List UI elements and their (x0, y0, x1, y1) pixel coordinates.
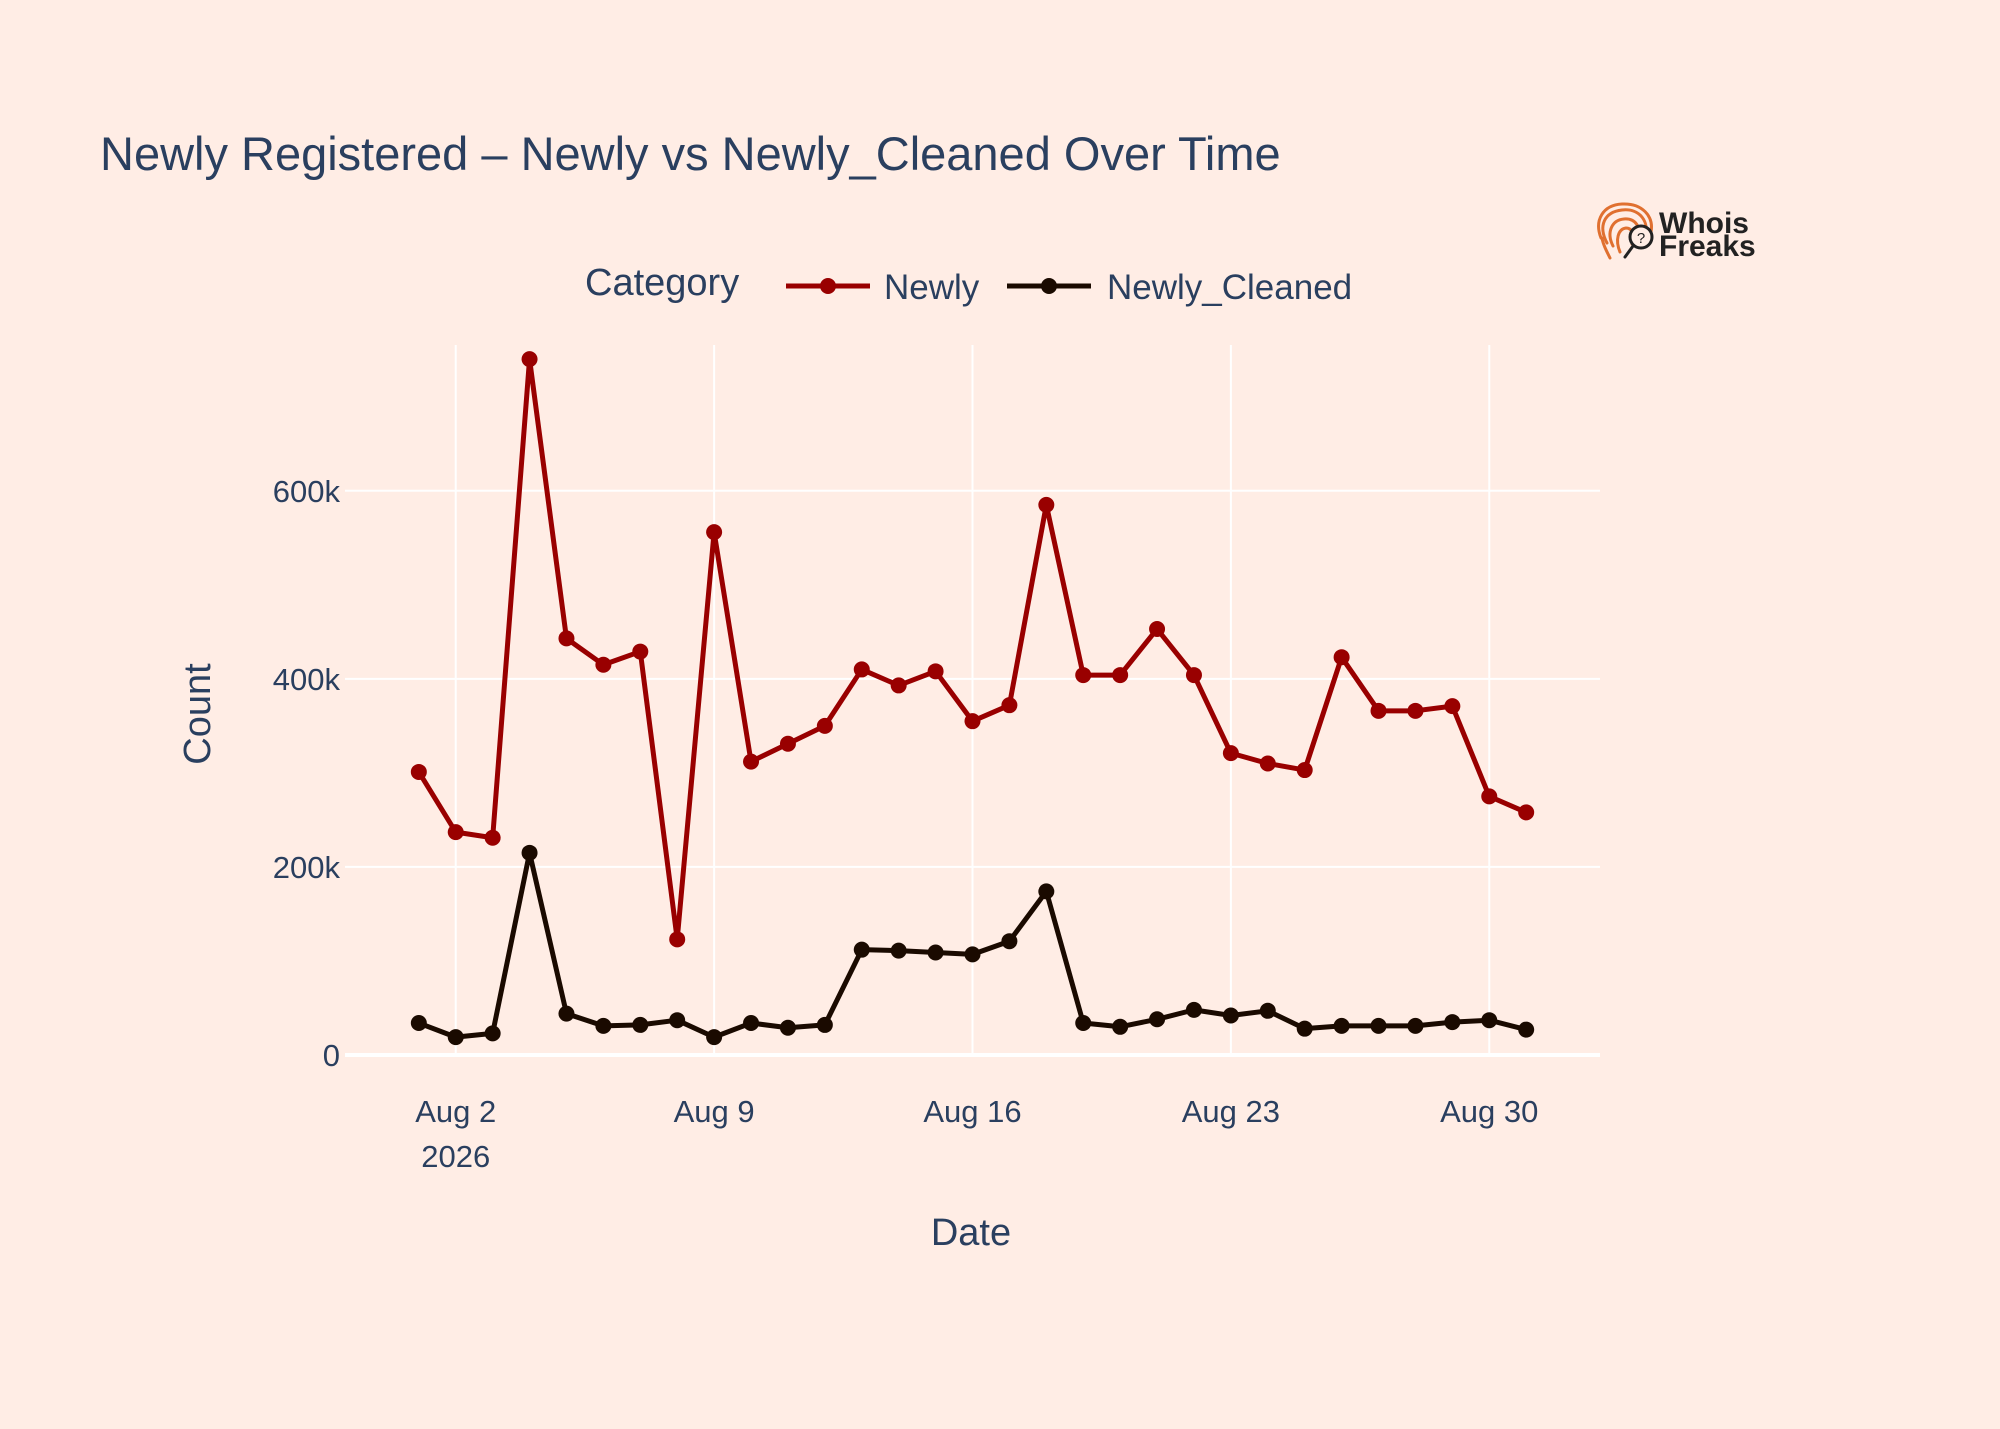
data-point-newly-cleaned[interactable] (706, 1029, 723, 1046)
data-point-newly[interactable] (1001, 697, 1018, 714)
data-point-newly-cleaned[interactable] (890, 942, 907, 959)
logo-line-1: Whois (1659, 207, 1749, 240)
data-point-newly[interactable] (927, 663, 944, 680)
x-tick-label: Aug 16 (923, 1094, 1021, 1129)
data-point-newly-cleaned[interactable] (1407, 1017, 1424, 1034)
data-point-newly-cleaned[interactable] (595, 1017, 612, 1034)
data-point-newly[interactable] (1259, 755, 1276, 772)
x-axis-title: Date (931, 1212, 1011, 1254)
x-tick-label: Aug 23 (1182, 1094, 1280, 1129)
data-point-newly-cleaned[interactable] (1001, 933, 1018, 950)
legend-marker-newly-cleaned (1041, 278, 1057, 294)
data-point-newly[interactable] (964, 713, 981, 730)
data-point-newly-cleaned[interactable] (669, 1012, 686, 1029)
logo-line-2: Freaks (1659, 230, 1756, 263)
data-point-newly[interactable] (1185, 667, 1202, 684)
y-tick-label: 200k (273, 850, 341, 885)
data-point-newly[interactable] (1481, 788, 1498, 805)
data-point-newly[interactable] (1038, 496, 1055, 513)
data-point-newly-cleaned[interactable] (484, 1025, 501, 1042)
data-point-newly-cleaned[interactable] (853, 941, 870, 958)
data-point-newly-cleaned[interactable] (816, 1016, 833, 1033)
x-axis-ticks: Aug 2 2026 Aug 9 Aug 16 Aug 23 Aug 30 (415, 1094, 1538, 1174)
data-point-newly[interactable] (410, 763, 427, 780)
legend-label-newly-cleaned: Newly_Cleaned (1107, 268, 1352, 307)
data-point-newly-cleaned[interactable] (1370, 1017, 1387, 1034)
chart-title: Newly Registered – Newly vs Newly_Cleane… (100, 127, 1281, 180)
legend-label-newly: Newly (884, 268, 980, 307)
data-point-newly-cleaned[interactable] (1038, 883, 1055, 900)
data-point-newly-cleaned[interactable] (447, 1029, 464, 1046)
data-point-newly[interactable] (1222, 745, 1239, 762)
legend-item-newly[interactable]: Newly (786, 268, 980, 307)
data-point-newly[interactable] (1444, 698, 1461, 715)
x-tick-sublabel: 2026 (421, 1139, 490, 1174)
data-point-newly-cleaned[interactable] (743, 1015, 760, 1032)
x-tick-label: Aug 2 (415, 1094, 496, 1129)
gridlines (345, 345, 1600, 1057)
data-point-newly[interactable] (447, 824, 464, 841)
data-point-newly[interactable] (1075, 667, 1092, 684)
data-point-newly[interactable] (1370, 702, 1387, 719)
data-point-newly[interactable] (1518, 804, 1535, 821)
data-point-newly-cleaned[interactable] (1444, 1014, 1461, 1031)
data-point-newly-cleaned[interactable] (1112, 1018, 1129, 1035)
data-point-newly-cleaned[interactable] (410, 1015, 427, 1032)
data-point-newly[interactable] (1149, 621, 1166, 637)
data-point-newly-cleaned[interactable] (1333, 1017, 1350, 1034)
data-point-newly[interactable] (521, 351, 538, 368)
data-point-newly-cleaned[interactable] (1296, 1020, 1313, 1037)
data-point-newly-cleaned[interactable] (1518, 1021, 1535, 1038)
data-point-newly-cleaned[interactable] (632, 1016, 649, 1033)
legend[interactable]: Category Newly Newly_Cleaned (585, 262, 1352, 307)
data-point-newly[interactable] (484, 829, 501, 846)
data-point-newly[interactable] (743, 753, 760, 770)
data-point-newly-cleaned[interactable] (1185, 1001, 1202, 1018)
data-point-newly[interactable] (595, 656, 612, 673)
legend-marker-newly (820, 278, 836, 294)
data-point-newly[interactable] (1296, 762, 1313, 779)
data-point-newly[interactable] (816, 717, 833, 734)
data-point-newly-cleaned[interactable] (521, 844, 538, 861)
data-point-newly[interactable] (853, 661, 870, 678)
data-point-newly-cleaned[interactable] (1259, 1002, 1276, 1019)
fingerprint-search-icon: ? (1597, 202, 1654, 260)
data-point-newly[interactable] (632, 643, 649, 660)
y-tick-label: 0 (323, 1038, 340, 1073)
data-point-newly-cleaned[interactable] (1075, 1015, 1092, 1032)
data-point-newly-cleaned[interactable] (779, 1019, 796, 1036)
x-tick-label: Aug 30 (1440, 1094, 1538, 1129)
data-point-newly[interactable] (669, 931, 686, 948)
data-point-newly[interactable] (1112, 667, 1129, 684)
data-point-newly-cleaned[interactable] (964, 946, 981, 963)
svg-text:?: ? (1637, 230, 1645, 247)
legend-item-newly-cleaned[interactable]: Newly_Cleaned (1007, 268, 1352, 307)
data-point-newly-cleaned[interactable] (1149, 1011, 1166, 1028)
data-point-newly-cleaned[interactable] (927, 944, 944, 961)
data-point-newly[interactable] (558, 630, 575, 647)
data-point-newly-cleaned[interactable] (558, 1005, 575, 1022)
data-point-newly[interactable] (890, 677, 907, 694)
data-point-newly[interactable] (779, 735, 796, 752)
logo: ? Whois Freaks (1597, 202, 1756, 263)
data-point-newly-cleaned[interactable] (1481, 1012, 1498, 1029)
x-tick-label: Aug 9 (674, 1094, 755, 1129)
y-tick-label: 400k (273, 662, 341, 697)
data-point-newly[interactable] (1407, 702, 1424, 719)
series-points (410, 351, 1535, 1046)
data-point-newly-cleaned[interactable] (1222, 1007, 1239, 1024)
y-axis-ticks: 0 200k 400k 600k (273, 474, 341, 1073)
legend-title: Category (585, 262, 739, 304)
data-point-newly[interactable] (706, 524, 723, 541)
data-point-newly[interactable] (1333, 649, 1350, 666)
y-tick-label: 600k (273, 474, 341, 509)
y-axis-title: Count (177, 663, 219, 765)
